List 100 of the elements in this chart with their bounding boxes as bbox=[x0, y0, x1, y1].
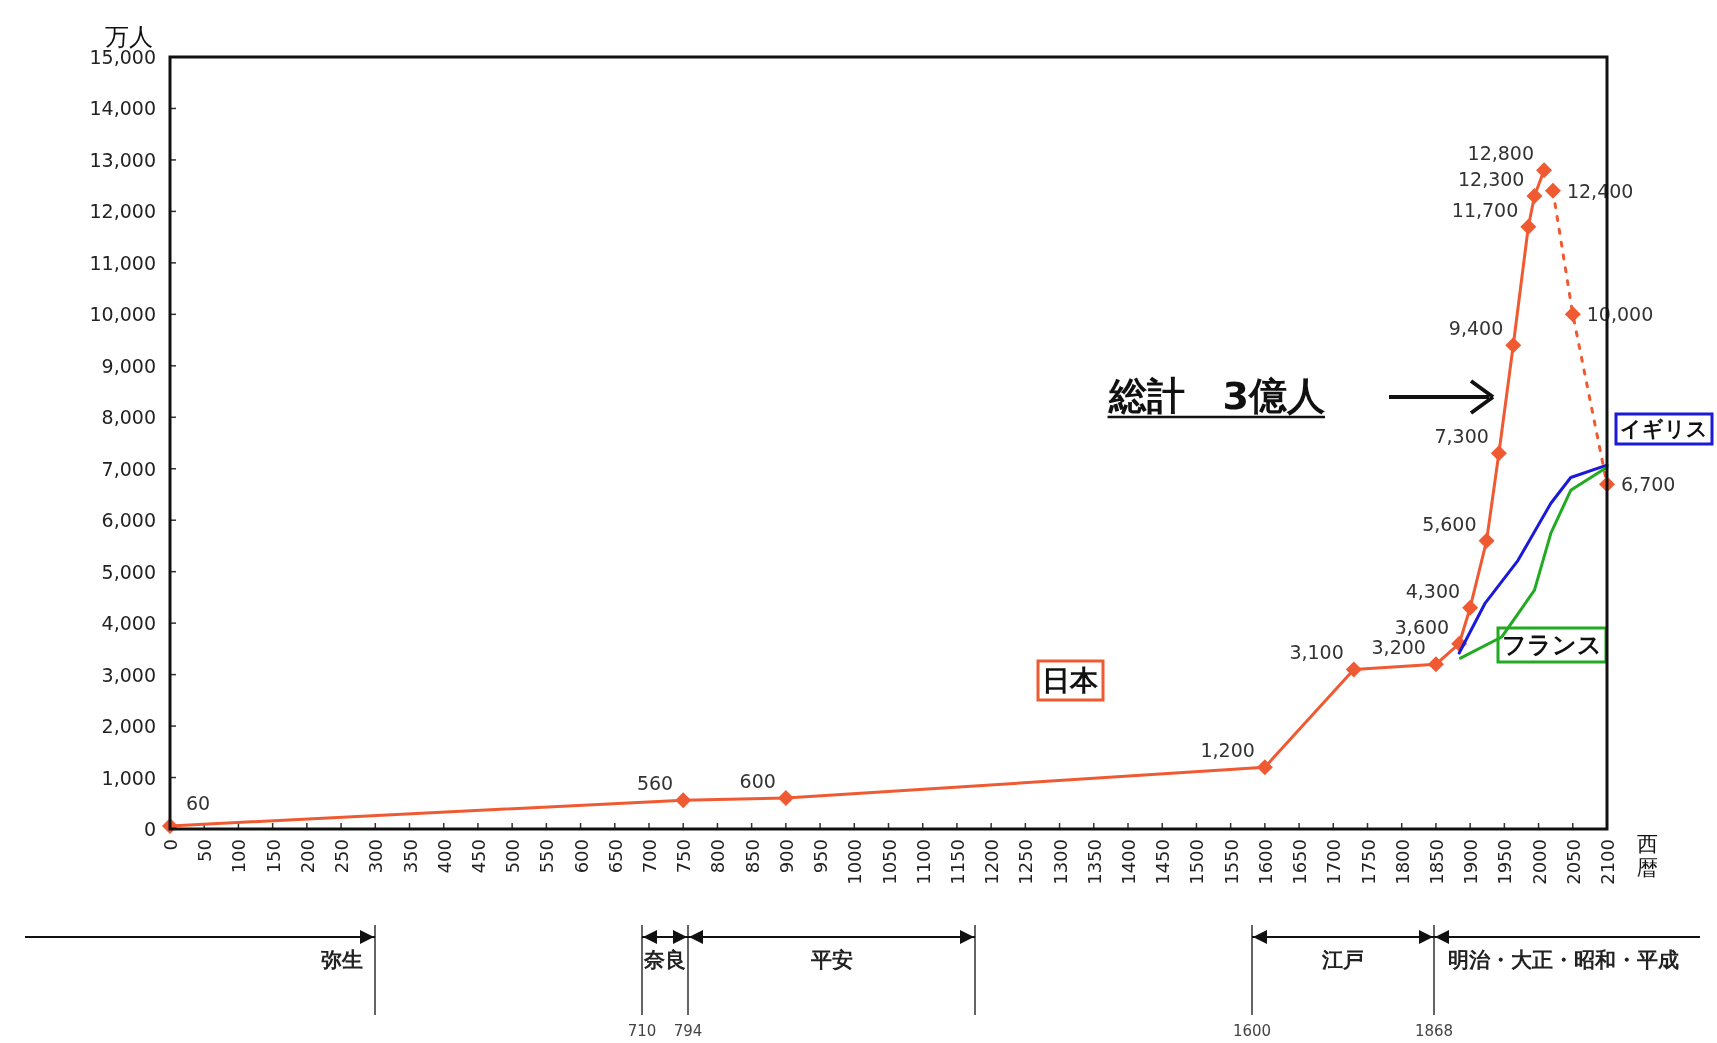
x-tick-label: 1800 bbox=[1391, 839, 1413, 885]
y-tick-label: 14,000 bbox=[89, 97, 156, 120]
data-label: 3,100 bbox=[1289, 641, 1344, 664]
x-tick-label: 1300 bbox=[1049, 839, 1071, 885]
x-tick-label: 700 bbox=[639, 839, 660, 874]
point bbox=[1462, 599, 1479, 616]
x-tick-label: 200 bbox=[296, 839, 318, 874]
point bbox=[1427, 656, 1444, 673]
x-tick-label: 950 bbox=[810, 839, 832, 874]
x-tick-label: 1700 bbox=[1323, 839, 1345, 885]
y-tick-label: 11,000 bbox=[89, 251, 156, 274]
x-tick-label: 1250 bbox=[1015, 839, 1037, 885]
x-tick-label: 100 bbox=[228, 839, 250, 874]
data-label: 7,300 bbox=[1434, 425, 1489, 448]
point bbox=[1256, 759, 1273, 776]
data-label: 9,400 bbox=[1448, 317, 1504, 340]
x-tick-label: 1050 bbox=[878, 839, 900, 885]
x-tick-label: 1200 bbox=[981, 839, 1003, 885]
data-label: 560 bbox=[636, 772, 674, 795]
x-tick-label: 1000 bbox=[844, 839, 866, 885]
x-tick-label: 550 bbox=[536, 839, 558, 874]
x-tick-label: 1350 bbox=[1083, 839, 1105, 885]
x-tick-label: 2050 bbox=[1562, 839, 1584, 885]
x-tick-label: 900 bbox=[775, 839, 797, 874]
annotation: 総計 3億人 bbox=[1107, 374, 1325, 418]
data-label: 1,200 bbox=[1200, 739, 1255, 762]
text: 平安 bbox=[809, 948, 853, 972]
point bbox=[777, 790, 794, 807]
point bbox=[1564, 306, 1581, 323]
data-label: 3,600 bbox=[1394, 615, 1450, 638]
text: 江戸 bbox=[1321, 948, 1364, 972]
point bbox=[675, 792, 692, 809]
y-tick-label: 12,000 bbox=[89, 200, 156, 223]
y-tick-label: 2,000 bbox=[101, 715, 156, 738]
text: 794 bbox=[673, 1022, 703, 1040]
x-tick-label: 1900 bbox=[1460, 839, 1482, 885]
series-label: フランス bbox=[1502, 631, 1602, 659]
x-tick-label: 1450 bbox=[1152, 839, 1174, 885]
x-tick-label: 250 bbox=[331, 839, 353, 874]
x-tick-label: 1500 bbox=[1186, 839, 1208, 885]
text: 弥生 bbox=[321, 948, 363, 972]
x-tick-label: 800 bbox=[707, 839, 729, 874]
text: 1868 bbox=[1414, 1022, 1454, 1040]
point bbox=[1345, 661, 1362, 678]
x-tick-label: 0 bbox=[160, 839, 181, 851]
y-tick-label: 13,000 bbox=[89, 148, 156, 171]
x-tick-label: 750 bbox=[673, 839, 695, 874]
data-label: 4,300 bbox=[1405, 579, 1461, 602]
point bbox=[1526, 187, 1543, 204]
x-tick-label: 1100 bbox=[912, 839, 934, 885]
y-tick-label: 6,000 bbox=[101, 509, 156, 532]
point bbox=[1544, 182, 1561, 199]
x-tick-label: 300 bbox=[365, 839, 387, 874]
y-tick-label: 3,000 bbox=[101, 663, 156, 686]
y-tick-label: 7,000 bbox=[101, 457, 156, 480]
text: 1600 bbox=[1232, 1022, 1272, 1040]
x-tick-label: 1150 bbox=[946, 839, 968, 885]
series-label: イギリス bbox=[1620, 417, 1708, 441]
point bbox=[1490, 445, 1507, 462]
x-axis-title: 西暦 bbox=[1636, 832, 1658, 880]
data-label: 3,200 bbox=[1371, 636, 1426, 659]
x-tick-label: 2000 bbox=[1528, 839, 1550, 885]
x-tick-label: 450 bbox=[467, 839, 489, 874]
y-tick-label: 8,000 bbox=[101, 406, 156, 429]
x-tick-label: 400 bbox=[433, 839, 455, 874]
text: 明治・大正・昭和・平成 bbox=[1448, 948, 1679, 972]
x-tick-label: 2100 bbox=[1597, 839, 1618, 885]
x-tick-label: 1950 bbox=[1494, 839, 1516, 885]
data-label: 5,600 bbox=[1422, 512, 1477, 535]
point bbox=[1505, 337, 1522, 354]
point bbox=[1478, 532, 1495, 549]
data-label: 60 bbox=[186, 791, 211, 814]
x-tick-label: 600 bbox=[570, 839, 592, 874]
x-tick-label: 1400 bbox=[1118, 839, 1139, 885]
y-tick-label: 0 bbox=[143, 818, 156, 840]
x-tick-label: 1850 bbox=[1425, 839, 1447, 885]
point bbox=[1536, 162, 1553, 179]
y-tick-label: 9,000 bbox=[101, 354, 156, 377]
y-tick-label: 4,000 bbox=[101, 612, 156, 635]
data-label: 600 bbox=[739, 770, 776, 793]
x-tick-label: 1600 bbox=[1254, 839, 1276, 885]
y-tick-label: 10,000 bbox=[89, 303, 156, 326]
x-tick-label: 1550 bbox=[1220, 839, 1242, 885]
data-label: 12,300 bbox=[1457, 167, 1525, 190]
x-tick-label: 1750 bbox=[1357, 839, 1379, 885]
x-tick-label: 650 bbox=[604, 839, 626, 874]
text: 710 bbox=[627, 1022, 657, 1040]
x-tick-label: 500 bbox=[502, 839, 524, 874]
text: 奈良 bbox=[643, 948, 686, 972]
y-tick-label: 5,000 bbox=[101, 560, 156, 583]
x-tick-label: 850 bbox=[741, 839, 763, 874]
point bbox=[1520, 218, 1537, 235]
data-label: 6,700 bbox=[1621, 473, 1676, 496]
x-tick-label: 150 bbox=[262, 839, 284, 874]
x-tick-label: 50 bbox=[194, 839, 216, 862]
x-tick-label: 1650 bbox=[1289, 839, 1311, 885]
y-tick-label: 1,000 bbox=[101, 766, 156, 789]
data-label: 11,700 bbox=[1451, 198, 1519, 221]
data-label: 12,800 bbox=[1467, 142, 1535, 165]
x-tick-label: 350 bbox=[399, 839, 421, 874]
